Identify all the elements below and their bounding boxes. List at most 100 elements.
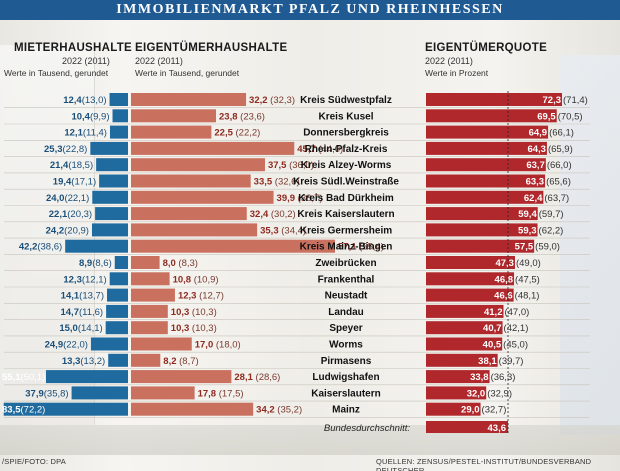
category-label: Zweibrücken [315,258,376,269]
eigentuemer-bar [131,321,168,335]
mieter-bar [109,125,128,139]
quote-label: 57,5 [515,242,534,253]
quote-label: 33,8 [470,372,489,383]
quote-label: 63,7 [526,160,545,171]
category-label: Kreis Kusel [318,111,373,122]
eigentuemer-bar [131,223,258,237]
quote-bar [426,353,498,367]
quote-label: 41,2 [484,307,503,318]
quote-label: 64,9 [529,128,548,139]
mieter-bar [109,93,128,106]
category-label: Kaiserslautern [311,388,380,399]
mieter-label: 12,4(13,0) [63,95,106,106]
category-label: Frankenthal [318,274,375,285]
eigentuemer-bar [131,353,161,367]
mieter-bar [114,256,128,269]
mieter-label: 12,3(12,1) [63,274,106,285]
mieter-label: 25,3(22,8) [44,144,87,155]
quote-label-2011: (32,7) [482,405,507,416]
category-label: Kreis Germersheim [300,225,392,236]
quote-bar [426,402,481,416]
quote-label: 69,5 [537,111,556,122]
quote-label-2011: (66,0) [547,160,572,171]
eigentuemer-label: 34,2 (35,2) [256,405,302,416]
mieter-bar [106,304,128,318]
category-label: Rhein-Pfalz-Kreis [305,144,388,155]
eigentuemer-label: 8,2 (8,7) [163,356,198,367]
quote-label-2011: (47,5) [515,274,540,285]
quote-label: 46,6 [494,291,513,302]
mieter-bar [71,386,128,400]
footer-sources: QUELLEN: ZENSUS/PESTEL-INSTITUT/BUNDESVE… [376,457,592,471]
background-house-right [560,55,620,435]
quote-bar [426,207,538,221]
eigentuemer-label: 37,5 (36,0) [268,160,314,171]
mieter-label: 24,0(22,1) [46,193,89,204]
eigentuemer-bar [131,386,195,400]
eigentuemer-label: 33,5 (32,6) [254,177,300,188]
quote-label-2011: (66,1) [549,128,574,139]
quote-label: 62,4 [524,193,543,204]
quote-bar [426,321,503,335]
eigentuemer-label: 39,9 (38,7) [277,193,323,204]
mieter-label: 55,1(50,1) [2,372,45,383]
average-bar [426,421,509,433]
mieter-bar [95,207,128,221]
header-eigentuemer-title: EIGENTÜMERHAUSHALTE [135,42,288,54]
quote-label: 59,3 [518,225,537,236]
mieter-bar [107,288,128,302]
mieter-bar [112,109,128,123]
header-eigentuemer-years: 2022 (2011) [135,56,183,66]
mieter-label: 8,9(8,6) [79,258,112,269]
quote-bar [426,158,546,172]
quote-label-2011: (49,0) [516,258,541,269]
quote-label-2011: (65,6) [546,177,571,188]
mieter-bar [108,353,128,367]
quote-bar [426,93,562,106]
quote-bar [426,370,490,384]
quote-label-2011: (63,7) [544,193,569,204]
background-ground [0,425,620,455]
category-label: Ludwigshafen [312,372,379,383]
eigentuemer-label: 35,3 (34,4) [260,225,306,236]
quote-label-2011: (32,9) [487,388,512,399]
category-label: Speyer [329,323,362,334]
quote-label: 38,1 [478,356,497,367]
mieter-label: 12,1(11,4) [64,128,107,139]
eigentuemer-bar [131,141,295,155]
category-label: Kreis Südl.Weinstraße [293,177,399,188]
quote-label: 59,4 [518,209,537,220]
mieter-label: 14,7(11,6) [60,307,103,318]
eigentuemer-label: 22,5 (22,2) [214,128,260,139]
eigentuemer-bar [131,174,251,188]
mieter-label: 83,5(72,2) [2,405,45,416]
category-label: Kreis Mainz-Bingen [300,242,393,253]
mieter-label: 37,9(35,8) [25,388,68,399]
category-label: Neustadt [325,291,368,302]
eigentuemer-label: 17,0 (18,0) [195,340,241,351]
mieter-bar [109,272,128,286]
quote-label: 40,5 [483,340,502,351]
quote-bar [426,223,538,237]
mieter-label: 13,3(13,2) [62,356,105,367]
eigentuemer-label: 17,8 (17,5) [198,388,244,399]
quote-label: 40,7 [483,323,502,334]
eigentuemer-label: 10,3 (10,3) [171,323,217,334]
mieter-label: 24,2(20,9) [46,225,89,236]
quote-bar [426,272,515,286]
quote-label-2011: (47,0) [504,307,529,318]
category-label: Kreis Bad Dürkheim [298,193,394,204]
quote-label-2011: (45,0) [503,340,528,351]
quote-label: 63,3 [526,177,545,188]
mieter-bar [45,370,129,384]
eigentuemer-label: 32,2 (32,3) [249,95,295,106]
quote-bar [426,304,504,318]
mieter-label: 10,4(9,9) [71,111,109,122]
mieter-bar [92,190,128,204]
quote-label-2011: (70,5) [558,111,583,122]
quote-bar [426,386,487,400]
mieter-label: 21,4(18,5) [50,160,93,171]
header-quote-unit: Werte in Prozent [425,68,489,78]
category-label: Donnersbergkreis [303,128,389,139]
